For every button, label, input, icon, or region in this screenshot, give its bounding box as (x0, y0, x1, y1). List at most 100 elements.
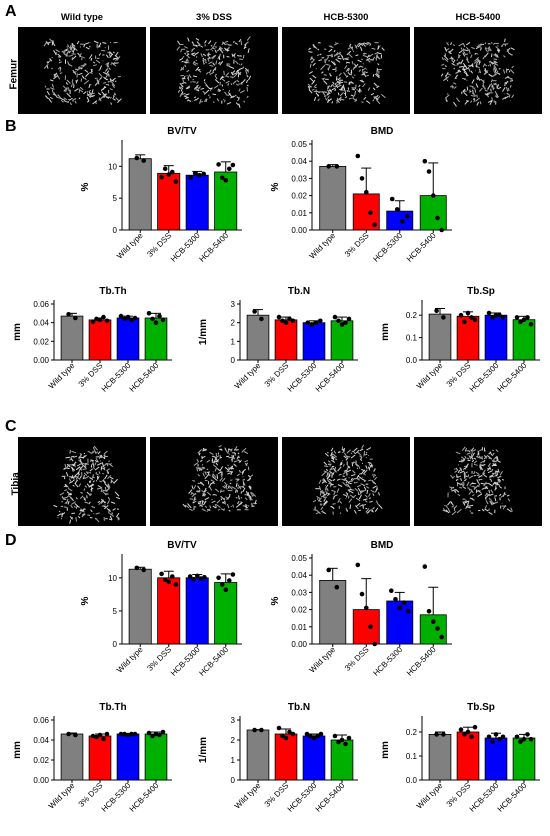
y-tick-label: 0 (231, 356, 236, 365)
data-point (394, 207, 400, 212)
x-tick-label: HCB-5300 (169, 645, 202, 678)
y-tick-label: 0.05 (291, 554, 307, 563)
y-tick-label: 5 (113, 194, 118, 203)
y-axis-label: % (80, 596, 91, 605)
data-point (334, 584, 340, 590)
x-tick-label: 3% DSS (145, 645, 173, 673)
bar (60, 733, 84, 781)
data-point (462, 319, 467, 325)
bone-render (442, 446, 513, 516)
bar (185, 174, 209, 231)
x-tick-label: 3% DSS (263, 781, 291, 809)
data-point (259, 316, 264, 322)
data-point (315, 733, 320, 739)
data-point (252, 727, 257, 733)
data-point (518, 739, 523, 744)
y-axis-label: % (80, 182, 91, 191)
group-header-hcb5300: HCB-5300 (323, 12, 369, 23)
bar (185, 577, 209, 645)
data-point (134, 565, 140, 571)
data-point (397, 605, 403, 611)
data-point (308, 733, 313, 739)
panel-letter-d: D (5, 532, 17, 549)
bar (128, 158, 152, 231)
data-point (104, 318, 110, 324)
tibia-image-hcb5300 (282, 437, 410, 526)
y-tick-label: 0.02 (33, 337, 49, 346)
femur-image-hcb5300 (282, 27, 410, 114)
bar (386, 210, 414, 231)
data-point (97, 317, 103, 323)
data-point (227, 166, 232, 172)
femur-image-hcb5400 (414, 27, 542, 114)
data-point (230, 572, 236, 577)
x-tick-label: HCB-5400 (405, 645, 438, 678)
data-point (146, 730, 152, 736)
data-point (150, 733, 155, 739)
data-point (219, 582, 225, 587)
data-point (493, 312, 499, 318)
data-point (326, 164, 331, 169)
data-point (497, 736, 502, 742)
bar (88, 319, 112, 361)
y-tick-label: 3 (231, 716, 236, 725)
data-point (486, 310, 492, 316)
data-point (132, 731, 138, 737)
y-tick-label: 0.2 (406, 311, 418, 320)
bar (456, 315, 480, 361)
bar (302, 322, 326, 361)
data-point (426, 169, 432, 174)
data-point (313, 320, 319, 325)
y-tick-label: 0.04 (33, 736, 49, 745)
panel-letter-b: B (5, 118, 17, 135)
data-point (521, 317, 527, 322)
data-point (97, 732, 103, 738)
y-tick-label: 0.1 (406, 752, 418, 761)
y-tick-label: 0.0 (406, 776, 418, 785)
data-point (493, 732, 499, 737)
data-point (472, 724, 478, 730)
x-tick-label: HCB-5400 (496, 781, 529, 814)
data-point (166, 172, 172, 177)
bar (352, 609, 380, 645)
data-point (227, 578, 232, 583)
data-point (170, 169, 175, 175)
chart-d-tbth: Tb.Th mm 0.00 0.02 0.04 0.06 Wild type 3% DSS HC… (12, 702, 172, 814)
data-point (166, 579, 172, 585)
data-point (192, 171, 198, 176)
data-point (431, 193, 436, 198)
data-point (146, 311, 152, 316)
data-point (160, 729, 166, 735)
y-tick-label: 10 (108, 574, 117, 583)
chart-title: Tb.Sp (467, 286, 495, 297)
y-tick-label: 0.1 (406, 334, 418, 343)
x-tick-label: HCB-5400 (314, 781, 347, 814)
bar (157, 577, 181, 645)
chart-d-bmd: BMD% 0.00 0.01 0.02 0.03 0.04 0.05 Wild type 3% … (270, 540, 452, 678)
x-tick-label: 3% DSS (343, 231, 371, 259)
x-tick-label: Wild type (47, 361, 77, 391)
chart-b-bmd: BMD% 0.00 0.01 0.02 0.03 0.04 0.05 Wild type 3% … (270, 126, 452, 264)
data-point (472, 317, 478, 322)
group-header-wild-type: Wild type (60, 12, 104, 23)
data-point (469, 315, 474, 320)
y-tick-label: 10 (108, 162, 117, 171)
chart-title: Tb.Th (99, 702, 126, 713)
data-point (104, 731, 110, 737)
data-point (311, 735, 317, 741)
data-point (153, 320, 159, 325)
data-point (336, 739, 341, 745)
data-point (125, 732, 131, 738)
y-axis-label: mm (380, 323, 391, 341)
y-tick-label: 0.06 (33, 300, 49, 309)
y-tick-label: 0.00 (33, 776, 49, 785)
panel-letter-a: A (5, 3, 17, 20)
data-point (223, 178, 229, 183)
data-point (393, 597, 398, 602)
data-point (389, 196, 395, 202)
data-point (216, 575, 221, 581)
y-tick-label: 2 (231, 319, 236, 328)
chart-title: BMD (371, 540, 394, 551)
data-point (73, 315, 78, 321)
data-point (439, 634, 444, 640)
